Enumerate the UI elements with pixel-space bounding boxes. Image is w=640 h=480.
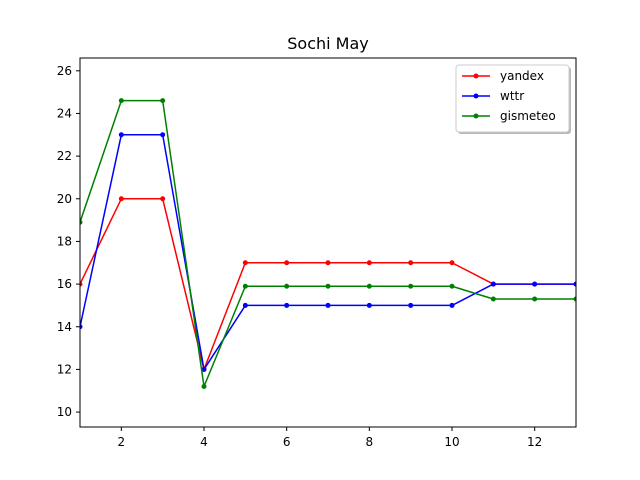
plot-area-frame bbox=[79, 57, 577, 428]
y-tick-label: 10 bbox=[57, 405, 72, 419]
data-point-yandex bbox=[366, 260, 372, 266]
data-point-gismeteo bbox=[490, 296, 496, 302]
y-tick-label: 18 bbox=[57, 234, 72, 248]
x-tick-label: 6 bbox=[283, 435, 291, 449]
y-tick-label: 20 bbox=[57, 192, 72, 206]
data-point-gismeteo bbox=[80, 219, 83, 225]
data-point-wttr bbox=[449, 302, 455, 308]
series-line-gismeteo bbox=[80, 99, 576, 388]
data-point-gismeteo bbox=[532, 296, 538, 302]
data-point-gismeteo bbox=[118, 98, 124, 104]
data-point-gismeteo bbox=[160, 98, 166, 104]
data-point-yandex bbox=[118, 196, 124, 202]
y-tick-label: 22 bbox=[57, 149, 72, 163]
legend-label-gismeteo: gismeteo bbox=[500, 109, 556, 123]
data-point-gismeteo bbox=[284, 283, 290, 289]
x-tick-label: 2 bbox=[118, 435, 126, 449]
x-tick-label: 4 bbox=[200, 435, 208, 449]
chart-title: Sochi May bbox=[287, 34, 369, 53]
data-point-yandex bbox=[408, 260, 414, 266]
legend-marker-yandex bbox=[473, 73, 479, 79]
y-tick-label: 14 bbox=[57, 320, 72, 334]
data-point-gismeteo bbox=[325, 283, 331, 289]
x-tick-label: 12 bbox=[527, 435, 542, 449]
data-point-gismeteo bbox=[366, 283, 372, 289]
data-point-wttr bbox=[201, 366, 207, 372]
series-gismeteo bbox=[80, 98, 576, 389]
data-point-yandex bbox=[449, 260, 455, 266]
data-point-gismeteo bbox=[573, 296, 576, 302]
data-point-wttr bbox=[242, 302, 248, 308]
data-point-gismeteo bbox=[408, 283, 414, 289]
data-point-wttr bbox=[284, 302, 290, 308]
series-wttr bbox=[80, 132, 576, 372]
data-point-gismeteo bbox=[449, 283, 455, 289]
data-point-gismeteo bbox=[242, 283, 248, 289]
y-tick-label: 26 bbox=[57, 64, 72, 78]
data-point-wttr bbox=[118, 132, 124, 138]
x-tick-label: 8 bbox=[366, 435, 374, 449]
data-point-wttr bbox=[325, 302, 331, 308]
data-point-wttr bbox=[366, 302, 372, 308]
y-tick-label: 16 bbox=[57, 277, 72, 291]
y-tick-label: 24 bbox=[57, 106, 72, 120]
data-point-yandex bbox=[80, 281, 83, 287]
data-point-yandex bbox=[160, 196, 166, 202]
x-tick-label: 10 bbox=[444, 435, 459, 449]
legend-label-wttr: wttr bbox=[500, 89, 524, 103]
data-point-yandex bbox=[325, 260, 331, 266]
data-point-wttr bbox=[490, 281, 496, 287]
data-point-wttr bbox=[408, 302, 414, 308]
series-line-wttr bbox=[80, 134, 576, 371]
y-tick-label: 12 bbox=[57, 362, 72, 376]
data-point-yandex bbox=[284, 260, 290, 266]
data-point-wttr bbox=[532, 281, 538, 287]
data-point-gismeteo bbox=[201, 383, 207, 389]
legend-marker-gismeteo bbox=[473, 113, 479, 119]
legend-label-yandex: yandex bbox=[500, 69, 544, 83]
data-point-wttr bbox=[573, 281, 576, 287]
data-point-yandex bbox=[242, 260, 248, 266]
legend-marker-wttr bbox=[473, 93, 479, 99]
data-point-wttr bbox=[160, 132, 166, 138]
data-point-wttr bbox=[80, 324, 83, 330]
